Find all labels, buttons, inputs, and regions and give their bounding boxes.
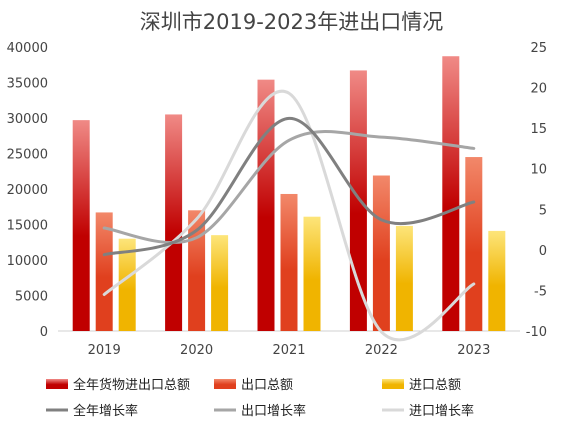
bar-1-2020: [188, 210, 206, 331]
bar-1-2019: [95, 212, 113, 331]
bar-0-2022: [349, 70, 367, 332]
bar-2-2023: [488, 230, 506, 331]
legend-swatch-bar-0: [46, 379, 68, 389]
x-tick-label: 2020: [180, 343, 213, 358]
y-left-tick-label: 5000: [15, 290, 48, 305]
bar-1-2023: [465, 157, 483, 331]
y-left-tick-label: 25000: [7, 148, 48, 163]
y-left-tick-label: 0: [40, 325, 48, 340]
bar-1-2021: [280, 193, 298, 331]
x-tick-label: 2023: [457, 343, 490, 358]
bar-1-2022: [372, 175, 390, 331]
y-right-tick-label: -10: [526, 325, 547, 340]
y-left-tick-label: 30000: [7, 112, 48, 127]
bar-2-2020: [211, 235, 229, 331]
y-right-tick-label: -5: [534, 284, 547, 299]
legend-label-4: 出口增长率: [241, 403, 306, 419]
bar-2-2019: [118, 238, 136, 331]
bar-0-2023: [442, 56, 460, 331]
y-right-tick-label: 20: [530, 82, 547, 97]
legend-swatch-bar-1: [214, 379, 236, 389]
y-left-tick-label: 15000: [7, 219, 48, 234]
y-left-tick-label: 10000: [7, 254, 48, 269]
bar-0-2020: [165, 114, 183, 331]
y-right-tick-label: 0: [539, 244, 547, 259]
bar-2-2021: [303, 216, 321, 331]
y-right-tick-label: 25: [530, 41, 547, 56]
y-left-tick-label: 35000: [7, 77, 48, 92]
y-left-tick-label: 20000: [7, 183, 48, 198]
legend-label-2: 进口总额: [409, 378, 461, 393]
bar-0-2021: [257, 79, 275, 331]
x-tick-label: 2022: [365, 343, 398, 358]
y-right-tick-label: 15: [530, 122, 547, 137]
legend-label-5: 进口增长率: [409, 403, 474, 419]
y-left-tick-label: 40000: [7, 41, 48, 56]
line-series-2: [102, 89, 476, 342]
legend-swatch-bar-2: [382, 379, 404, 389]
y-right-tick-label: 5: [539, 203, 547, 218]
line-series-0: [102, 116, 476, 257]
legend-label-1: 出口总额: [241, 378, 293, 393]
x-tick-label: 2019: [88, 343, 121, 358]
legend-label-0: 全年货物进出口总额: [73, 377, 190, 393]
line-series-1: [102, 130, 476, 244]
legend-label-3: 全年增长率: [73, 403, 138, 419]
y-right-tick-label: 10: [530, 163, 547, 178]
bar-0-2019: [72, 120, 90, 331]
chart-title: 深圳市2019-2023年进出口情况: [139, 10, 444, 34]
bar-2-2022: [395, 225, 413, 331]
x-tick-label: 2021: [272, 343, 305, 358]
